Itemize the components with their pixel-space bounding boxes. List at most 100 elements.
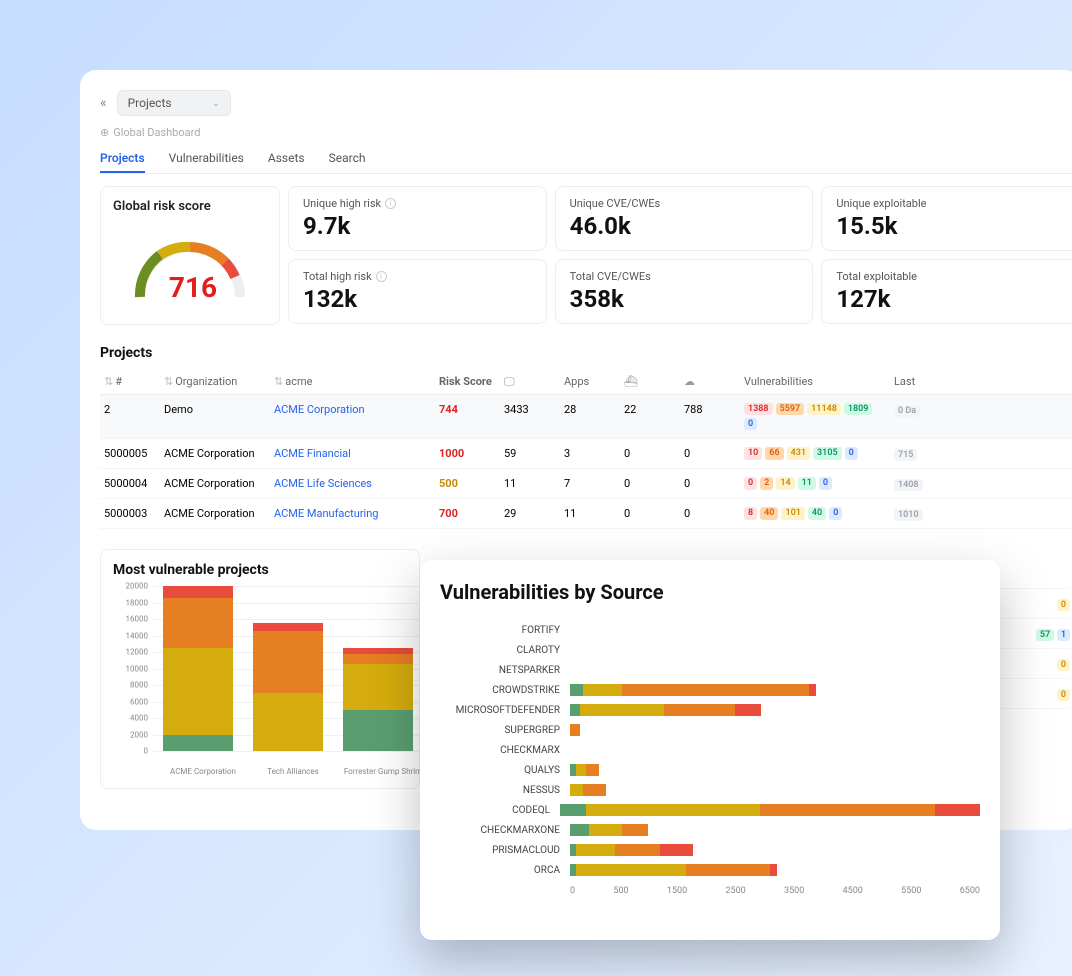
vuln-badge: 0 [744,418,757,430]
stat-title: Total CVE/CWEs [570,270,799,283]
bar-stack[interactable] [163,586,233,751]
vuln-badge: 2 [760,477,773,490]
sort-icon[interactable]: ⇅ [104,375,113,388]
stat-card: Total exploitable 127k [821,259,1072,324]
info-icon[interactable]: i [376,271,387,282]
vuln-badge: 11 [798,477,816,490]
stat-title: Total high risk i [303,270,532,283]
hbar-label: CLAROTY [440,645,570,656]
vuln-badge: 0 [845,447,858,460]
stat-value: 127k [836,285,1065,313]
info-icon[interactable]: i [385,198,396,209]
vuln-badge: 40 [760,507,778,520]
stat-card: Total high risk i132k [288,259,547,324]
vuln-badge: 66 [765,447,783,460]
sort-icon[interactable]: ⇅ [164,375,173,388]
stat-value: 15.5k [836,212,1065,240]
project-link[interactable]: ACME Financial [274,447,351,460]
stat-value: 9.7k [303,212,532,240]
project-link[interactable]: ACME Life Sciences [274,477,372,490]
popup-title: Vulnerabilities by Source [440,580,980,604]
monitor-icon: 🖵 [504,375,516,387]
stat-title: Unique exploitable [836,197,1065,210]
table-row[interactable]: 2DemoACME Corporation7443433282278813885… [100,395,1072,439]
vuln-badge: 11148 [807,403,841,415]
stat-title: Total exploitable [836,270,1065,283]
hbar-row[interactable]: CODEQL [440,800,980,820]
gauge-card: Global risk score 716 [100,186,280,325]
mvp-title: Most vulnerable projects [113,562,407,578]
stat-cards: Global risk score 716 Unique high risk i… [100,186,1072,325]
tab-search[interactable]: Search [329,145,366,173]
hbar-row[interactable]: CHECKMARXONE [440,820,980,840]
hbar-label: FORTIFY [440,625,570,636]
project-link[interactable]: ACME Manufacturing [274,507,378,520]
risk-score: 500 [435,477,500,490]
stat-card: Unique exploitable 15.5k [821,186,1072,251]
hbar-row[interactable]: FORTIFY [440,620,980,640]
hbar-row[interactable]: NESSUS [440,780,980,800]
hbar-row[interactable]: NETSPARKER [440,660,980,680]
project-link[interactable]: ACME Corporation [274,403,365,416]
projects-title: Projects [100,345,1072,361]
hbar-row[interactable]: CROWDSTRIKE [440,680,980,700]
stat-card: Unique CVE/CWEs46.0k [555,186,814,251]
mvp-chart-card: Most vulnerable projects 020004000600080… [100,549,420,789]
vuln-badge: 101 [781,507,804,520]
tab-projects[interactable]: Projects [100,145,145,173]
mvp-bar-chart: 0200040006000800010000120001400016000180… [113,586,423,776]
tab-vulnerabilities[interactable]: Vulnerabilities [169,145,244,173]
risk-score: 1000 [435,447,500,460]
bar-stack[interactable] [253,623,323,751]
dropdown-label: Projects [128,96,172,110]
stat-value: 46.0k [570,212,799,240]
sort-icon[interactable]: ⇅ [274,375,283,388]
risk-score: 744 [435,403,500,430]
projects-table: ⇅# ⇅Organization ⇅acme Risk Score 🖵 Apps… [100,369,1072,529]
hbar-label: CROWDSTRIKE [440,685,570,696]
bar-stack[interactable] [343,648,413,751]
hbar-label: NETSPARKER [440,665,570,676]
table-row[interactable]: 5000005ACME CorporationACME Financial100… [100,439,1072,469]
stat-title: Unique high risk i [303,197,532,210]
hbar-label: CHECKMARX [440,745,570,756]
hbar-label: CHECKMARXONE [440,825,570,836]
vuln-badge: 14 [776,477,794,490]
hbar-row[interactable]: CHECKMARX [440,740,980,760]
risk-score: 700 [435,507,500,520]
stat-value: 358k [570,285,799,313]
vuln-badge: 1809 [844,403,873,415]
hbar-label: CODEQL [440,805,560,816]
chevron-down-icon: ⌄ [212,98,220,109]
vuln-badge: 3105 [813,447,842,460]
vuln-badge: 0 [819,477,832,490]
hbar-row[interactable]: SUPERGREP [440,720,980,740]
hbar-row[interactable]: ORCA [440,860,980,880]
table-row[interactable]: 5000003ACME CorporationACME Manufacturin… [100,499,1072,529]
tabs: Projects Vulnerabilities Assets Search [100,145,1072,174]
hbar-label: MICROSOFTDEFENDER [440,705,570,716]
vuln-badge: 431 [787,447,810,460]
svg-text:716: 716 [169,271,217,304]
stat-card: Unique high risk i 9.7k [288,186,547,251]
hbar-row[interactable]: MICROSOFTDEFENDER [440,700,980,720]
hbar-label: PRISMACLOUD [440,845,570,856]
vuln-source-chart: FORTIFY CLAROTY NETSPARKER CROWDSTRIKE MICRO… [440,620,980,910]
hbar-label: QUALYS [440,765,570,776]
vuln-badge: 10 [744,447,762,460]
collapse-icon[interactable]: « [100,95,107,111]
vuln-badge: 40 [808,507,826,520]
vuln-badge: 5597 [776,403,805,415]
hbar-row[interactable]: CLAROTY [440,640,980,660]
breadcrumb: ⊕ Global Dashboard [100,126,1072,139]
vuln-badge: 0 [744,477,757,490]
hbar-row[interactable]: QUALYS [440,760,980,780]
tab-assets[interactable]: Assets [268,145,305,173]
vuln-badge: 1388 [744,403,773,415]
table-header: ⇅# ⇅Organization ⇅acme Risk Score 🖵 Apps… [100,369,1072,395]
hbar-row[interactable]: PRISMACLOUD [440,840,980,860]
stat-grid: Unique high risk i 9.7k Unique CVE/CWEs46.… [288,186,1072,325]
project-dropdown[interactable]: Projects ⌄ [117,90,231,116]
hbar-label: SUPERGREP [440,725,570,736]
table-row[interactable]: 5000004ACME CorporationACME Life Science… [100,469,1072,499]
